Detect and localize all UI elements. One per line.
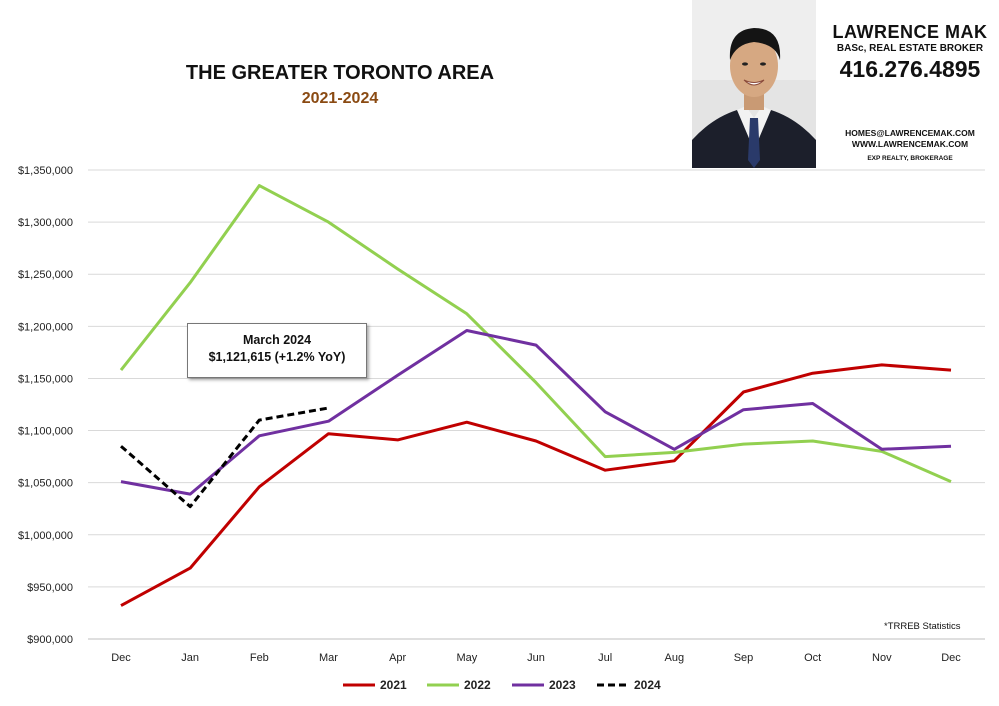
x-axis-ticks: Dec Jan Feb Mar Apr May Jun Jul Aug Sep Oct Nov Dec <box>111 652 961 664</box>
agent-credentials: BASc, REAL ESTATE BROKER <box>836 43 984 54</box>
x-tick-label: May <box>456 652 477 664</box>
x-tick-label: Dec <box>111 652 131 664</box>
legend-label-2024: 2024 <box>634 678 661 692</box>
legend-label-2022: 2022 <box>464 678 491 692</box>
y-tick-label: $950,000 <box>27 582 73 594</box>
x-tick-label: Aug <box>665 652 685 664</box>
callout-title: March 2024 <box>242 333 312 347</box>
legend-label-2021: 2021 <box>380 678 407 692</box>
chart-subtitle: 2021-2024 <box>301 90 379 107</box>
agent-photo <box>692 0 816 168</box>
y-tick-label: $1,300,000 <box>18 217 73 229</box>
y-tick-label: $1,150,000 <box>18 373 73 385</box>
agent-portrait-image <box>692 0 816 168</box>
x-tick-label: Jul <box>598 652 612 664</box>
agent-email: HOMES@LAWRENCEMAK.COM <box>845 128 975 138</box>
grid-lines <box>88 169 985 640</box>
march-2024-callout: March 2024 $1,121,615 (+1.2% YoY) <box>187 323 367 378</box>
series-line-2023 <box>120 329 952 496</box>
series-line-2021 <box>120 363 952 607</box>
source-note: *TRREB Statistics <box>884 621 961 632</box>
y-tick-label: $1,250,000 <box>18 269 73 281</box>
agent-name: LAWRENCE MAK <box>832 22 988 42</box>
y-tick-label: $1,200,000 <box>18 321 73 333</box>
callout-value: $1,121,615 (+1.2% YoY) <box>208 350 346 364</box>
x-tick-label: Nov <box>872 652 892 664</box>
series-lines <box>119 184 952 607</box>
x-tick-label: Mar <box>319 652 338 664</box>
agent-brokerage: EXP REALTY, BROKERAGE <box>867 155 953 162</box>
y-tick-label: $1,050,000 <box>18 478 73 490</box>
y-axis-ticks: $900,000 $950,000 $1,000,000 $1,050,000 $1,1… <box>18 165 73 646</box>
chart-title: THE GREATER TORONTO AREA <box>185 62 495 84</box>
x-tick-label: Apr <box>389 652 406 664</box>
x-tick-label: Oct <box>804 652 821 664</box>
series-line-2024 <box>120 406 329 509</box>
x-tick-label: Feb <box>250 652 269 664</box>
y-tick-label: $1,000,000 <box>18 530 73 542</box>
agent-website: WWW.LAWRENCEMAK.COM <box>851 139 969 149</box>
series-line-2022 <box>119 184 952 483</box>
legend: 2021 2022 2023 2024 <box>343 678 661 692</box>
y-tick-label: $1,350,000 <box>18 165 73 177</box>
y-tick-label: $900,000 <box>27 634 73 646</box>
agent-phone: 416.276.4895 <box>839 56 981 82</box>
x-tick-label: Jun <box>527 652 545 664</box>
x-tick-label: Jan <box>181 652 199 664</box>
x-tick-label: Dec <box>941 652 961 664</box>
legend-label-2023: 2023 <box>549 678 576 692</box>
x-tick-label: Sep <box>734 652 754 664</box>
y-tick-label: $1,100,000 <box>18 426 73 438</box>
